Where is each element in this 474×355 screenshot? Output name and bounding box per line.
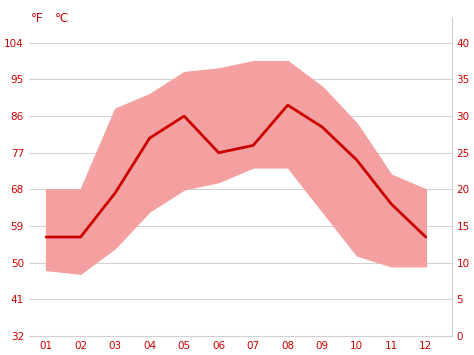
Text: °F: °F [31,12,43,26]
Text: °C: °C [55,12,69,26]
